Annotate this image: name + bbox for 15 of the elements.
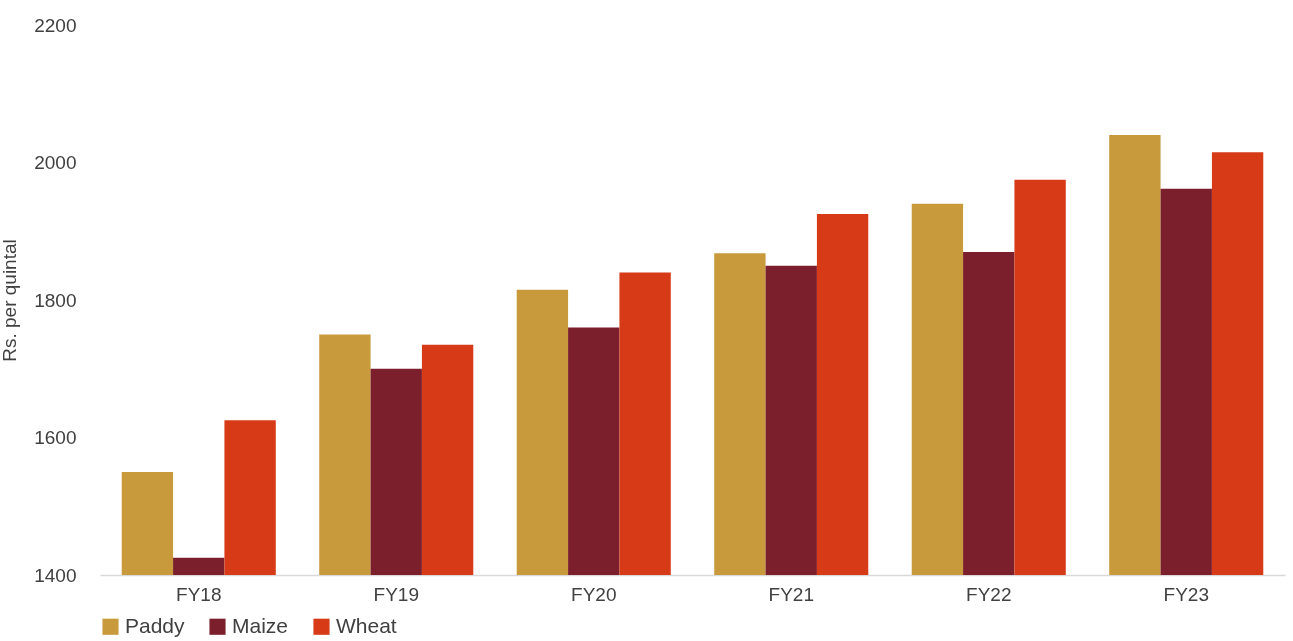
y-tick-label: 1600 [34,427,77,448]
y-axis-title: Rs. per quintal [0,239,21,362]
y-tick-label: 2200 [34,14,77,36]
y-tick-label: 2000 [34,152,77,173]
legend-label: Wheat [336,613,397,637]
x-tick-label: FY23 [1163,583,1209,605]
x-tick-label: FY19 [373,583,419,605]
legend-label: Paddy [125,613,186,637]
x-tick-label: FY21 [768,583,814,605]
y-tick-label: 1800 [34,289,77,311]
x-tick-label: FY20 [571,583,617,605]
legend-label: Maize [232,613,289,637]
y-tick-label: 1400 [34,564,77,586]
x-tick-label: FY22 [966,583,1012,605]
x-tick-label: FY18 [176,583,222,605]
